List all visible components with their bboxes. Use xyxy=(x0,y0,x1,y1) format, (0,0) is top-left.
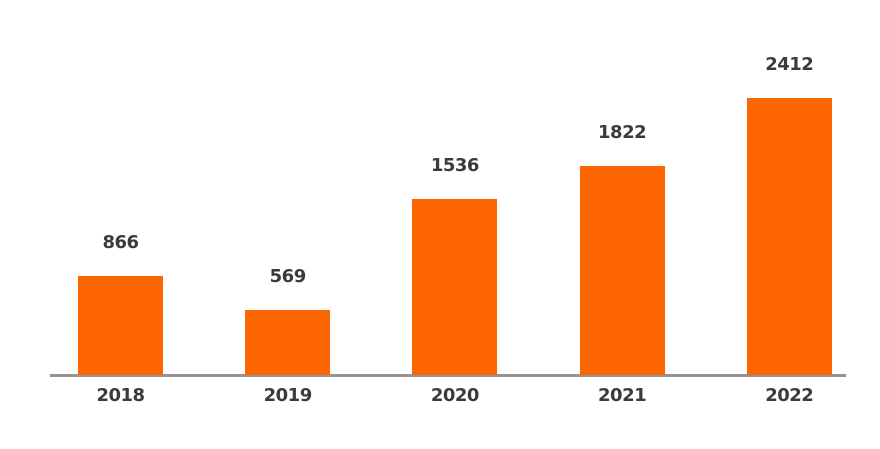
bar-2021 xyxy=(579,166,665,375)
bar-2020 xyxy=(412,199,498,375)
x-axis-tick-label: 2020 xyxy=(430,385,480,406)
bar-value-label: 866 xyxy=(102,232,139,253)
x-axis-line xyxy=(50,374,846,377)
x-axis-tick-label: 2018 xyxy=(96,385,145,406)
bar-value-label: 1822 xyxy=(598,122,647,143)
x-axis-tick-label: 2021 xyxy=(598,385,647,406)
bar-2022 xyxy=(746,98,832,375)
bar-value-label: 569 xyxy=(269,266,307,287)
x-axis-tick-label: 2019 xyxy=(263,385,313,406)
bar-2018 xyxy=(78,276,163,375)
bar-value-label: 2412 xyxy=(765,54,814,75)
x-axis-tick-label: 2022 xyxy=(765,385,814,406)
bar-value-label: 1536 xyxy=(430,155,480,176)
bar-2019 xyxy=(245,310,331,375)
